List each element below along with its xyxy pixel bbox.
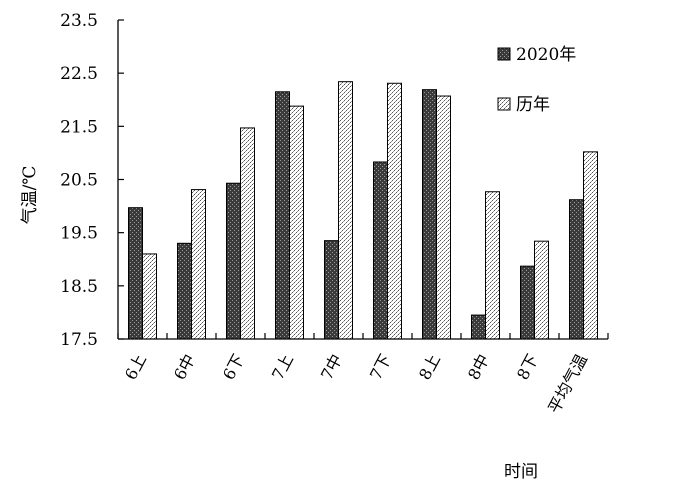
bars-layer [128, 81, 598, 340]
legend-label-2020: 2020年 [516, 45, 576, 65]
bar-historical [534, 240, 549, 340]
bar-2020 [226, 182, 241, 340]
x-category-label: 8中 [464, 351, 493, 383]
x-category-label: 8下 [513, 351, 542, 383]
bar-historical [485, 191, 500, 340]
bar-2020 [569, 199, 584, 340]
legend-swatch-2020 [497, 47, 511, 61]
bar-historical [583, 151, 598, 340]
x-category-label: 8上 [415, 351, 444, 383]
bar-2020 [471, 314, 486, 340]
x-category-label: 7中 [317, 351, 346, 383]
bar-historical [387, 82, 402, 340]
x-category-labels: 6上 6中 6下 7上 7中 7下 8上 8中 8下 平均气温 [121, 351, 591, 416]
x-axis-ticks [117, 333, 609, 339]
bar-2020 [373, 161, 388, 340]
bar-historical [240, 127, 255, 340]
y-tick-label: 19.5 [60, 224, 98, 244]
x-category-label: 6下 [219, 351, 248, 383]
y-axis-title: 气温/℃ [20, 166, 40, 225]
legend-swatch-historical [497, 97, 511, 111]
y-axis-ticks [118, 19, 124, 340]
x-category-label: 7上 [268, 351, 297, 383]
bar-2020 [275, 91, 290, 340]
bar-historical [191, 189, 206, 340]
y-tick-label: 18.5 [60, 277, 98, 297]
y-tick-label: 23.5 [60, 11, 98, 31]
x-category-label: 6上 [121, 351, 150, 383]
y-tick-labels: 17.5 18.5 19.5 20.5 21.5 22.5 23.5 [60, 11, 98, 350]
x-category-label: 7下 [366, 351, 395, 383]
bar-historical [142, 253, 157, 340]
x-category-label: 6中 [170, 351, 199, 383]
y-tick-label: 21.5 [60, 117, 98, 137]
bar-2020 [128, 207, 143, 340]
bar-2020 [520, 265, 535, 340]
bar-2020 [324, 240, 339, 340]
legend: 2020年 历年 [497, 45, 576, 115]
bar-historical [289, 105, 304, 340]
bar-2020 [422, 89, 437, 340]
y-tick-label: 22.5 [60, 64, 98, 84]
x-axis-title: 时间 [504, 462, 538, 482]
bar-historical [338, 81, 353, 340]
y-tick-label: 20.5 [60, 171, 98, 191]
legend-label-historical: 历年 [516, 95, 550, 115]
x-category-label: 平均气温 [544, 351, 591, 416]
bar-2020 [177, 242, 192, 340]
y-tick-label: 17.5 [60, 330, 98, 350]
bar-historical [436, 95, 451, 340]
